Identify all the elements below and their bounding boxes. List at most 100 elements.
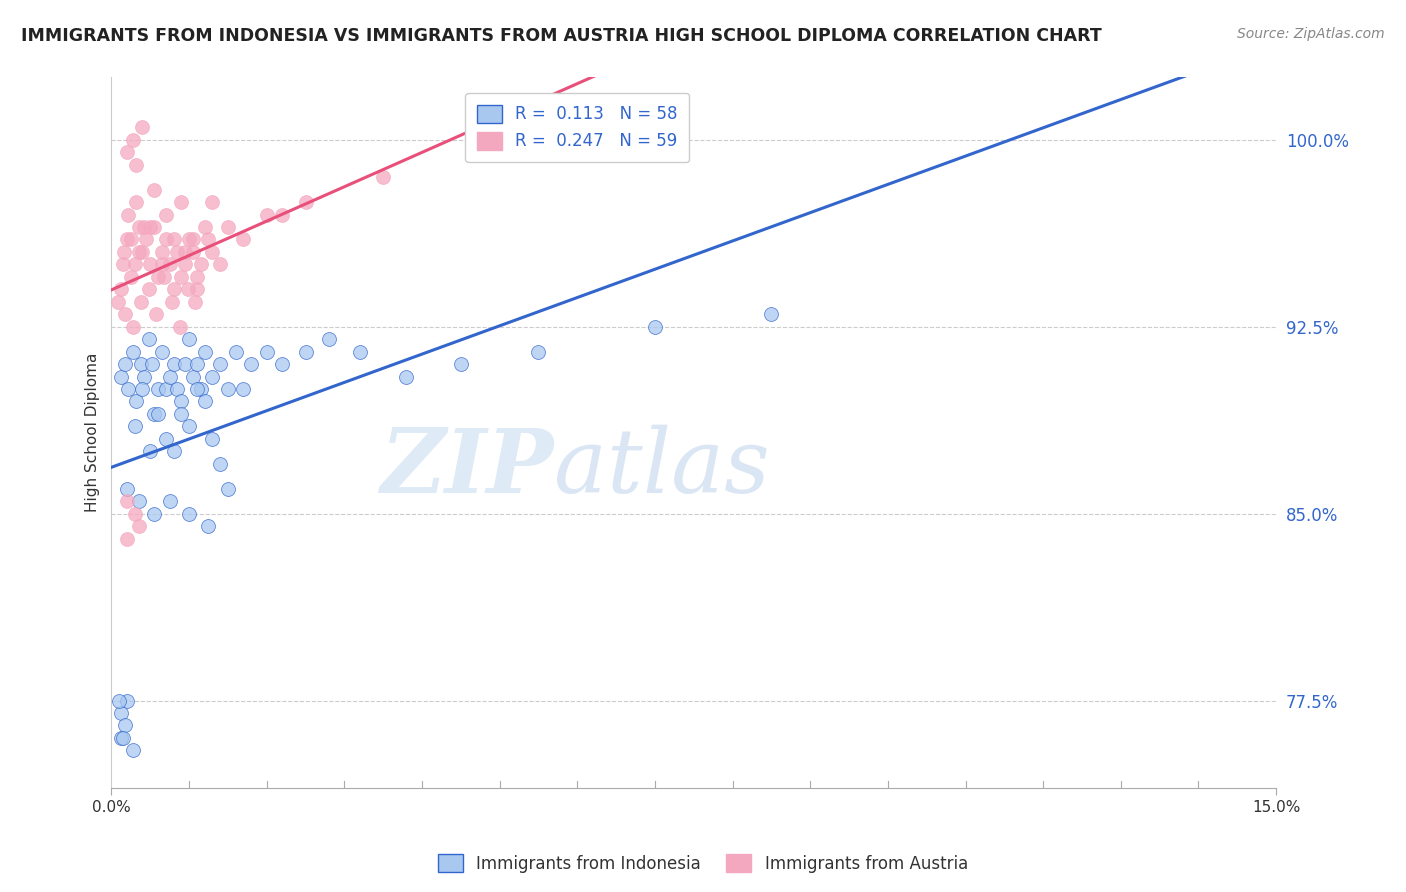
Point — [176, 282, 198, 296]
Text: ZIP: ZIP — [381, 425, 554, 511]
Point — [177, 507, 200, 521]
Point — [155, 382, 177, 396]
Point — [120, 232, 142, 246]
Point — [146, 382, 169, 396]
Point — [181, 232, 204, 246]
Point — [125, 195, 148, 210]
Point — [110, 731, 132, 745]
Point — [644, 319, 666, 334]
Point — [181, 369, 204, 384]
Point — [186, 382, 208, 396]
Point — [240, 357, 263, 371]
Point — [139, 444, 162, 458]
Point — [201, 369, 224, 384]
Point — [122, 133, 145, 147]
Point — [197, 232, 219, 246]
Point — [201, 244, 224, 259]
Point — [143, 507, 166, 521]
Point — [135, 232, 157, 246]
Point — [110, 706, 132, 720]
Point — [124, 257, 146, 271]
Point — [225, 344, 247, 359]
Point — [271, 357, 294, 371]
Point — [395, 369, 418, 384]
Point — [174, 357, 197, 371]
Point — [112, 731, 135, 745]
Point — [162, 232, 184, 246]
Point — [201, 195, 224, 210]
Point — [131, 244, 153, 259]
Point — [139, 257, 162, 271]
Point — [527, 344, 550, 359]
Point — [114, 357, 136, 371]
Point — [124, 507, 146, 521]
Point — [141, 357, 163, 371]
Point — [256, 207, 278, 221]
Point — [155, 232, 177, 246]
Point — [128, 219, 150, 234]
Point — [132, 219, 155, 234]
Point — [194, 344, 217, 359]
Point — [170, 269, 193, 284]
Point — [115, 494, 138, 508]
Point — [122, 319, 145, 334]
Point — [159, 494, 181, 508]
Point — [128, 519, 150, 533]
Legend: Immigrants from Indonesia, Immigrants from Austria: Immigrants from Indonesia, Immigrants fr… — [432, 847, 974, 880]
Point — [170, 407, 193, 421]
Point — [170, 195, 193, 210]
Text: Source: ZipAtlas.com: Source: ZipAtlas.com — [1237, 27, 1385, 41]
Point — [108, 693, 131, 707]
Point — [184, 294, 207, 309]
Point — [153, 269, 176, 284]
Point — [159, 257, 181, 271]
Point — [194, 394, 217, 409]
Point — [217, 382, 239, 396]
Point — [294, 344, 316, 359]
Point — [181, 244, 204, 259]
Point — [128, 494, 150, 508]
Point — [120, 269, 142, 284]
Point — [146, 407, 169, 421]
Point — [117, 207, 139, 221]
Text: IMMIGRANTS FROM INDONESIA VS IMMIGRANTS FROM AUSTRIA HIGH SCHOOL DIPLOMA CORRELA: IMMIGRANTS FROM INDONESIA VS IMMIGRANTS … — [21, 27, 1102, 45]
Point — [159, 369, 181, 384]
Point — [115, 232, 138, 246]
Point — [129, 294, 152, 309]
Point — [177, 332, 200, 346]
Point — [294, 195, 316, 210]
Point — [166, 382, 188, 396]
Point — [201, 432, 224, 446]
Point — [115, 482, 138, 496]
Point — [125, 394, 148, 409]
Point — [232, 382, 254, 396]
Point — [186, 269, 208, 284]
Point — [150, 344, 173, 359]
Point — [209, 257, 232, 271]
Point — [125, 158, 148, 172]
Point — [162, 282, 184, 296]
Point — [190, 382, 212, 396]
Point — [194, 219, 217, 234]
Y-axis label: High School Diploma: High School Diploma — [86, 353, 100, 512]
Point — [114, 718, 136, 732]
Point — [122, 344, 145, 359]
Point — [373, 170, 395, 185]
Point — [115, 693, 138, 707]
Point — [450, 357, 472, 371]
Point — [271, 207, 294, 221]
Point — [186, 357, 208, 371]
Point — [155, 432, 177, 446]
Point — [128, 244, 150, 259]
Point — [146, 269, 169, 284]
Point — [155, 207, 177, 221]
Point — [145, 307, 167, 321]
Point — [174, 257, 197, 271]
Point — [217, 482, 239, 496]
Point — [170, 394, 193, 409]
Point — [318, 332, 340, 346]
Point — [117, 382, 139, 396]
Point — [166, 244, 188, 259]
Point — [138, 332, 160, 346]
Point — [122, 743, 145, 757]
